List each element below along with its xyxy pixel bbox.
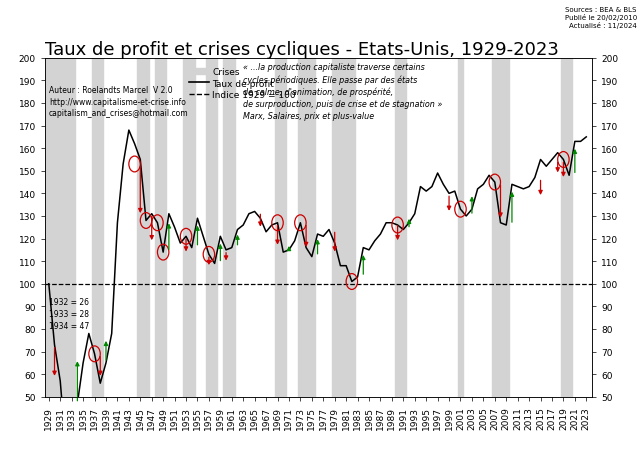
Bar: [223, 59, 235, 397]
Bar: [92, 59, 103, 397]
Bar: [46, 59, 74, 397]
Bar: [275, 59, 286, 397]
Bar: [458, 59, 463, 397]
Bar: [492, 59, 509, 397]
Text: 1932 = 26
1933 = 28
1934 = 47: 1932 = 26 1933 = 28 1934 = 47: [49, 298, 89, 330]
Bar: [155, 59, 166, 397]
Text: Taux de profit et crises cycliques - Etats-Unis, 1929-2023: Taux de profit et crises cycliques - Eta…: [45, 41, 559, 59]
Bar: [395, 59, 406, 397]
Legend: Crises, Taux de profit, Indice 1929 = 100: Crises, Taux de profit, Indice 1929 = 10…: [189, 68, 296, 100]
Bar: [183, 59, 195, 397]
Bar: [332, 59, 355, 397]
Bar: [298, 59, 315, 397]
Bar: [138, 59, 149, 397]
Bar: [561, 59, 572, 397]
Text: « ...la production capitaliste traverse certains
cycles périodiques. Elle passe : « ...la production capitaliste traverse …: [243, 63, 443, 120]
Text: Auteur : Roelandts Marcel  V 2.0
http://www.capitalisme-et-crise.info
capitalism: Auteur : Roelandts Marcel V 2.0 http://w…: [49, 86, 188, 118]
Text: Sources : BEA & BLS
Publié le 20/02/2010
Actualisé : 11/2024: Sources : BEA & BLS Publié le 20/02/2010…: [564, 7, 637, 29]
Bar: [206, 59, 218, 397]
